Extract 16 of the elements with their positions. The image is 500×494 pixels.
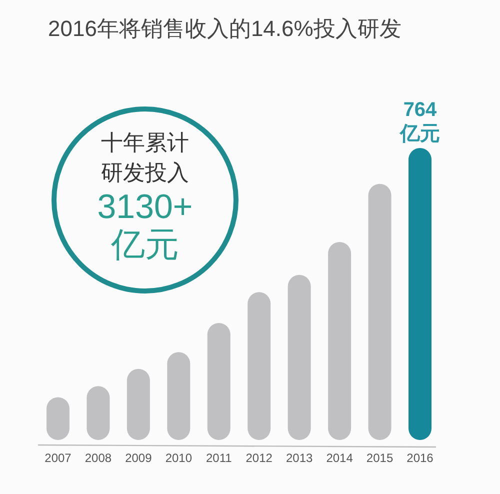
annotation: 研发投入 <box>101 160 189 185</box>
annotation: 十年累计 <box>101 130 189 155</box>
annotation: 亿元 <box>110 226 179 264</box>
x-tick-label: 2010 <box>165 451 192 465</box>
data-label: 764 亿元 <box>399 99 440 145</box>
x-tick-label: 2007 <box>44 451 72 465</box>
chart-title: 2016年将销售收入的14.6%投入研发 <box>48 16 402 41</box>
x-tick-label: 2008 <box>84 451 112 465</box>
x-tick-label: 2014 <box>326 451 354 465</box>
x-tick-label: 2016 <box>406 451 434 465</box>
x-tick-label: 2011 <box>206 451 232 465</box>
x-tick-label: 2009 <box>125 451 152 465</box>
x-tick-label: 2012 <box>246 451 273 465</box>
annotation: 3130+ <box>97 188 193 226</box>
x-tick-label: 2013 <box>286 451 314 465</box>
x-tick-label: 2015 <box>366 451 394 465</box>
